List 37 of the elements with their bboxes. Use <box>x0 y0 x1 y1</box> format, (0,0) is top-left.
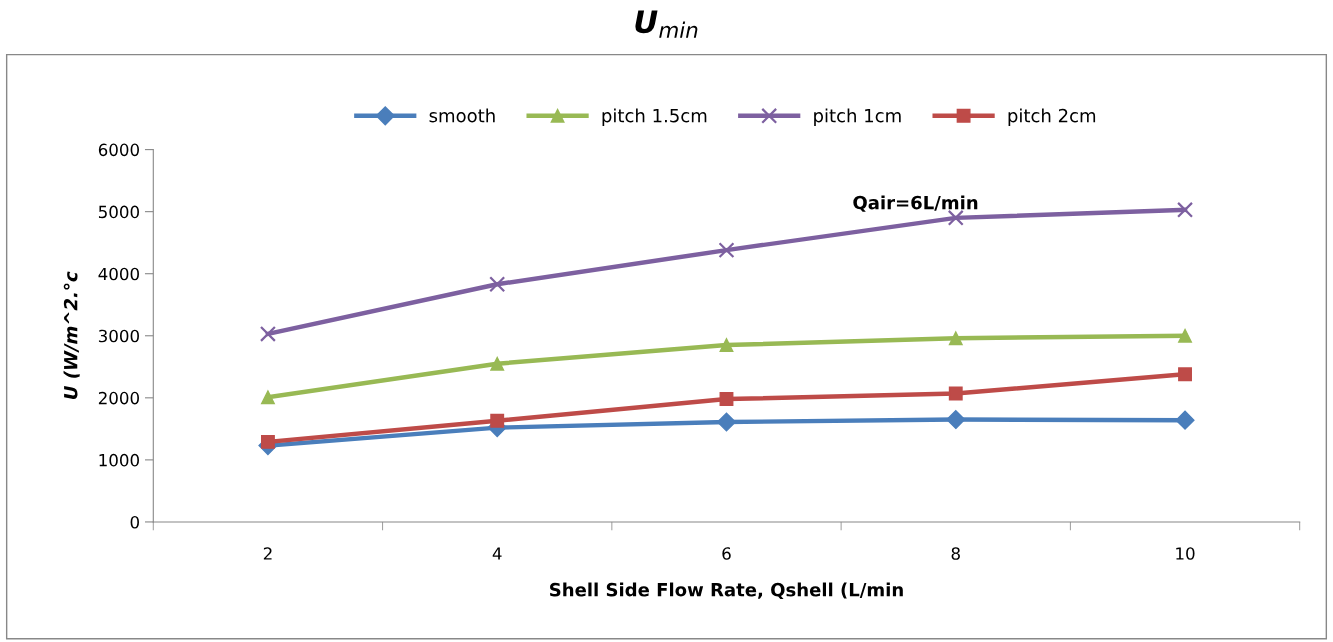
legend-label: pitch 2cm <box>1008 108 1096 126</box>
chart-title: U$_{min}$ <box>635 10 698 38</box>
point <box>718 242 735 259</box>
point <box>490 356 505 371</box>
x-tick-label: 4 <box>492 547 502 560</box>
x-tick-label: 10 <box>1176 547 1195 560</box>
point <box>1175 410 1195 430</box>
point <box>1178 328 1192 343</box>
point <box>259 325 276 342</box>
y-axis-title: U (W/m^2.°c <box>63 271 80 399</box>
legend-label: pitch 1cm <box>814 108 901 126</box>
y-tick-label: 1000 <box>99 453 139 467</box>
point <box>490 413 505 428</box>
point <box>260 390 275 405</box>
point <box>948 386 963 401</box>
y-tick-label: 2000 <box>98 391 139 405</box>
x-axis-title: Shell Side Flow Rate, Qshell (L/min <box>550 582 903 599</box>
point <box>719 338 734 353</box>
x-tick-label: 8 <box>951 547 960 560</box>
point <box>489 276 506 293</box>
point <box>946 410 966 430</box>
y-tick-label: 6000 <box>98 143 139 157</box>
legend-label: smooth <box>429 108 495 123</box>
x-tick-label: 6 <box>722 547 731 560</box>
y-tick-label: 0 <box>130 515 139 529</box>
y-tick-label: 4000 <box>98 267 139 281</box>
y-tick-label: 5000 <box>98 205 139 219</box>
point <box>260 434 275 449</box>
point <box>1178 367 1192 382</box>
y-tick-label: 3000 <box>98 329 139 343</box>
point <box>948 331 963 346</box>
point <box>716 412 737 432</box>
legend-label: pitch 1.5cm <box>602 108 707 126</box>
point <box>1176 201 1194 218</box>
point <box>719 392 734 407</box>
annotation: Qair=6L/min <box>853 195 978 212</box>
x-tick-label: 2 <box>263 547 272 560</box>
